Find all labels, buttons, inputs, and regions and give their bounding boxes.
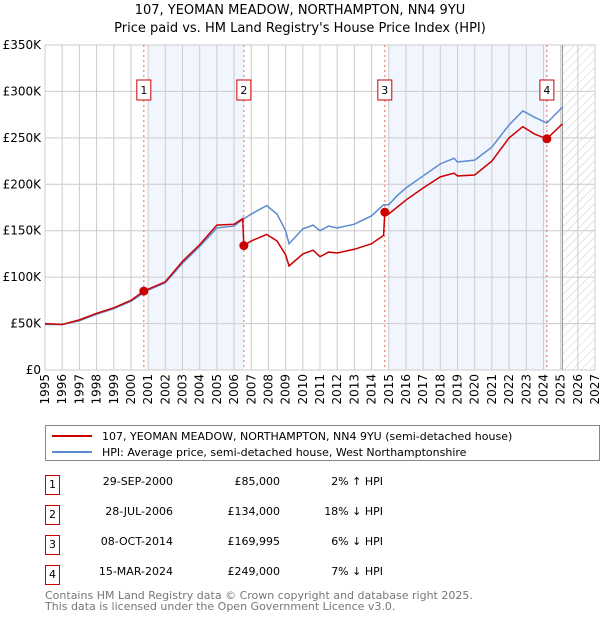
- sale-price: £249,000: [227, 565, 281, 578]
- chart-title: 107, YEOMAN MEADOW, NORTHAMPTON, NN4 9YU: [134, 3, 466, 18]
- copyright-text: Contains HM Land Registry data © Crown c…: [45, 589, 473, 602]
- x-tick-label: 2016: [399, 374, 413, 405]
- x-tick-label: 2000: [124, 374, 138, 405]
- sale-point: [139, 286, 149, 296]
- footer: Contains HM Land Registry data © Crown c…: [45, 590, 473, 612]
- x-tick-label: 1998: [90, 374, 104, 405]
- x-tick-label: 2026: [571, 374, 585, 405]
- sale-date: 15-MAR-2024: [98, 565, 173, 578]
- x-tick-label: 1995: [38, 374, 52, 405]
- y-tick-label: £200K: [3, 177, 43, 191]
- x-tick-label: 2018: [433, 374, 447, 405]
- y-tick-label: £50K: [10, 317, 42, 331]
- x-tick-label: 2025: [554, 374, 568, 405]
- y-tick-label: £300K: [3, 84, 43, 98]
- sale-date: 08-OCT-2014: [100, 535, 173, 548]
- sale-price: £85,000: [234, 475, 281, 488]
- sale-row: 2 28-JUL-2006 £134,000 18% ↓ HPI: [45, 505, 445, 525]
- y-tick-label: £250K: [3, 131, 43, 145]
- sale-marker-box: [136, 79, 152, 101]
- x-tick-label: 2001: [141, 374, 155, 405]
- x-tick-label: 2020: [468, 374, 482, 405]
- x-tick-label: 2006: [227, 374, 241, 405]
- sale-marker-box: [539, 79, 555, 101]
- sale-price: £169,995: [227, 535, 281, 548]
- x-tick-label: 2010: [296, 374, 310, 405]
- x-tick-label: 2021: [485, 374, 499, 405]
- sale-marker-number: 4: [543, 84, 550, 97]
- legend-label: HPI: Average price, semi-detached house,…: [102, 445, 467, 459]
- sale-point: [542, 134, 552, 144]
- sale-marker-badge: 3: [45, 535, 60, 555]
- sale-hpi-diff: 18% ↓ HPI: [324, 505, 383, 518]
- y-tick-label: £350K: [3, 38, 43, 52]
- x-tick-label: 2007: [244, 374, 258, 405]
- sale-marker-label: 1: [136, 79, 152, 101]
- x-tick-label: 2012: [330, 374, 344, 405]
- y-tick-label: £0: [26, 363, 41, 377]
- x-tick-label: 2022: [502, 374, 516, 405]
- x-tick-label: 2015: [382, 374, 396, 405]
- forecast-hatch: [562, 45, 595, 370]
- chart-subtitle: Price paid vs. HM Land Registry's House …: [114, 21, 486, 36]
- x-tick-label: 2019: [451, 374, 465, 405]
- x-tick-label: 2003: [176, 374, 190, 405]
- sale-period-shade: [148, 45, 244, 370]
- x-tick-label: 2009: [279, 374, 293, 405]
- x-tick-label: 2027: [588, 374, 600, 405]
- plot-border: [44, 44, 596, 371]
- x-tick-label: 1997: [72, 374, 86, 405]
- sale-marker-badge: 4: [45, 565, 60, 585]
- legend-label: 107, YEOMAN MEADOW, NORTHAMPTON, NN4 9YU…: [102, 429, 513, 443]
- legend-item-hpi: HPI: Average price, semi-detached house,…: [52, 445, 466, 459]
- sale-date: 28-JUL-2006: [105, 505, 173, 518]
- sale-hpi-diff: 7% ↓ HPI: [331, 565, 383, 578]
- legend-item-property: 107, YEOMAN MEADOW, NORTHAMPTON, NN4 9YU…: [52, 429, 512, 443]
- x-tick-label: 2017: [416, 374, 430, 405]
- x-tick-label: 1996: [55, 374, 69, 405]
- sale-hpi-diff: 6% ↓ HPI: [331, 535, 383, 548]
- sale-point: [239, 241, 249, 251]
- x-tick-label: 2011: [313, 374, 327, 405]
- y-tick-label: £100K: [3, 270, 43, 284]
- sale-date: 29-SEP-2000: [102, 475, 173, 488]
- sale-marker-badge: 1: [45, 475, 60, 495]
- x-tick-label: 2002: [158, 374, 172, 405]
- sale-marker-label: 4: [539, 79, 555, 101]
- sale-row: 4 15-MAR-2024 £249,000 7% ↓ HPI: [45, 565, 445, 585]
- sale-price: £134,000: [227, 505, 281, 518]
- price-chart: 1995 1996 1997 1998 1999 2000 2001 2002 2003 2004…: [3, 38, 600, 405]
- sale-point: [380, 207, 390, 217]
- x-tick-label: 2004: [193, 374, 207, 405]
- x-tick-label: 2014: [365, 374, 379, 405]
- sale-marker-number: 3: [381, 84, 388, 97]
- x-tick-label: 2008: [261, 374, 275, 405]
- sale-row: 3 08-OCT-2014 £169,995 6% ↓ HPI: [45, 535, 445, 555]
- y-tick-label: £150K: [3, 224, 43, 238]
- legend: 107, YEOMAN MEADOW, NORTHAMPTON, NN4 9YU…: [45, 425, 600, 461]
- sale-marker-number: 2: [240, 84, 247, 97]
- sale-marker-box: [236, 79, 252, 101]
- sale-period-shade: [388, 45, 547, 370]
- sale-row: 1 29-SEP-2000 £85,000 2% ↑ HPI: [45, 475, 445, 495]
- sale-marker-label: 2: [236, 79, 252, 101]
- x-tick-label: 2024: [536, 374, 550, 405]
- x-tick-label: 2013: [347, 374, 361, 405]
- licence-text: This data is licensed under the Open Gov…: [45, 600, 396, 613]
- x-tick-label: 2023: [519, 374, 533, 405]
- sale-marker-label: 3: [377, 79, 393, 101]
- sale-marker-box: [377, 79, 393, 101]
- sale-hpi-diff: 2% ↑ HPI: [331, 475, 383, 488]
- sale-marker-badge: 2: [45, 505, 60, 525]
- x-tick-label: 2005: [210, 374, 224, 405]
- sale-marker-number: 1: [140, 84, 147, 97]
- x-tick-label: 1999: [107, 374, 121, 405]
